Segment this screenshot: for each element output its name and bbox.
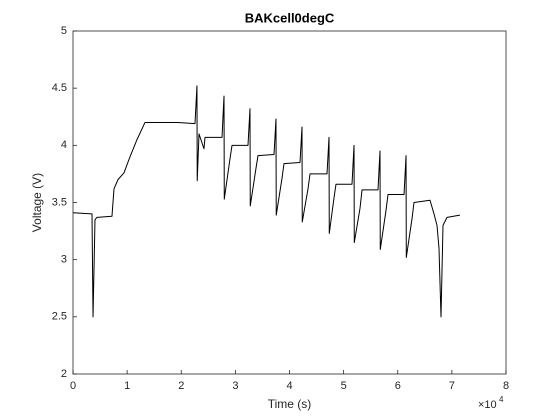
x-tick-label: 1: [124, 380, 130, 392]
x-tick-label: 7: [449, 380, 455, 392]
y-tick-label: 4.5: [52, 82, 67, 94]
y-tick-label: 4: [61, 139, 67, 151]
x-multiplier: ×10: [478, 399, 497, 411]
axes-box: [72, 30, 507, 375]
x-tick-label: 4: [286, 380, 292, 392]
x-tick-label: 6: [395, 380, 401, 392]
y-axis-label: Voltage (V): [30, 173, 44, 232]
x-tick-label: 5: [341, 380, 347, 392]
x-tick-label: 8: [503, 380, 509, 392]
y-tick-label: 2: [61, 368, 67, 380]
x-tick-label: 0: [70, 380, 76, 392]
y-tick-label: 3: [61, 254, 67, 266]
y-tick-label: 5: [61, 25, 67, 37]
x-multiplier-exponent: 4: [499, 395, 504, 404]
y-tick-label: 2.5: [52, 311, 67, 323]
chart-title: BAKcell0degC: [245, 10, 335, 25]
y-tick-label: 3.5: [52, 196, 67, 208]
line-series: [72, 85, 461, 318]
x-tick-label: 2: [178, 380, 184, 392]
x-axis-label: Time (s): [268, 397, 312, 411]
x-tick-label: 3: [232, 380, 238, 392]
